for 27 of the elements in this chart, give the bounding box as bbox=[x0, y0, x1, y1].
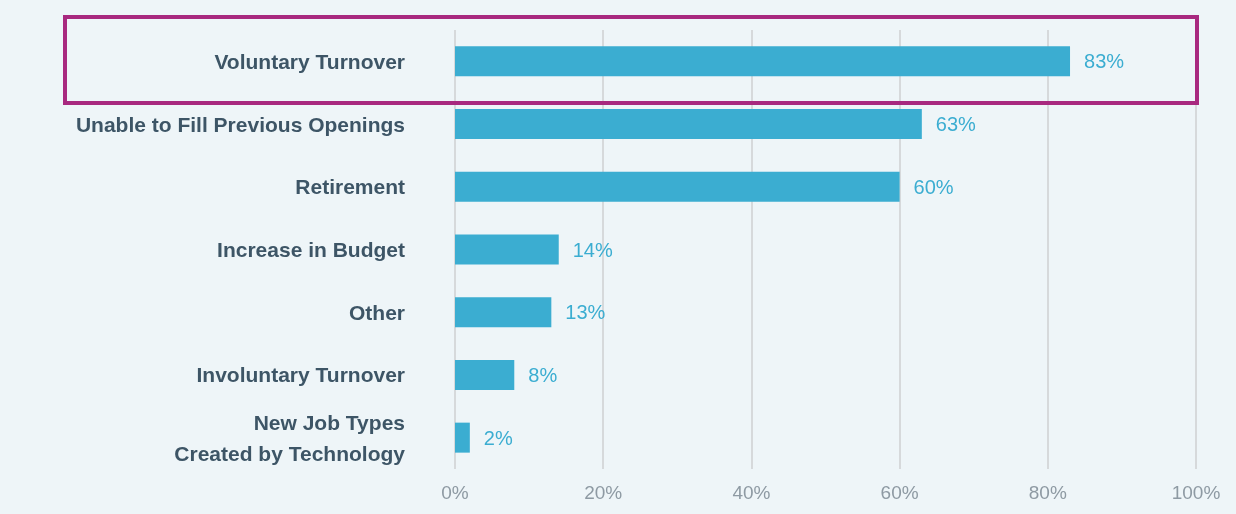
y-tick-label: Other bbox=[348, 300, 405, 324]
bar bbox=[455, 359, 515, 390]
bar bbox=[455, 234, 559, 265]
x-tick-label: 80% bbox=[1028, 482, 1067, 503]
y-tick-label: Unable to Fill Previous Openings bbox=[75, 112, 405, 136]
y-tick-label: Involuntary Turnover bbox=[196, 363, 405, 387]
x-tick-label: 60% bbox=[880, 482, 919, 503]
y-tick-label: Retirement bbox=[295, 175, 405, 199]
data-label: 63% bbox=[935, 113, 977, 136]
data-label: 13% bbox=[565, 301, 606, 324]
bar bbox=[455, 46, 1071, 77]
data-label: 14% bbox=[572, 238, 613, 261]
bar bbox=[455, 297, 552, 328]
data-label: 8% bbox=[528, 363, 558, 386]
x-tick-label: 100% bbox=[1171, 482, 1221, 503]
y-tick-label: Voluntary Turnover bbox=[214, 49, 405, 73]
y-tick-label: New Job Types Created by Technology bbox=[174, 410, 406, 465]
bar bbox=[455, 109, 922, 140]
x-tick-label: 40% bbox=[732, 482, 771, 503]
data-label: 83% bbox=[1084, 50, 1125, 73]
bar bbox=[455, 171, 900, 202]
data-label: 2% bbox=[483, 426, 513, 449]
bar bbox=[455, 422, 470, 453]
x-tick-label: 20% bbox=[584, 482, 623, 503]
y-tick-label: Increase in Budget bbox=[217, 238, 405, 261]
x-tick-label: 0% bbox=[441, 482, 469, 503]
data-label: 60% bbox=[913, 175, 954, 198]
